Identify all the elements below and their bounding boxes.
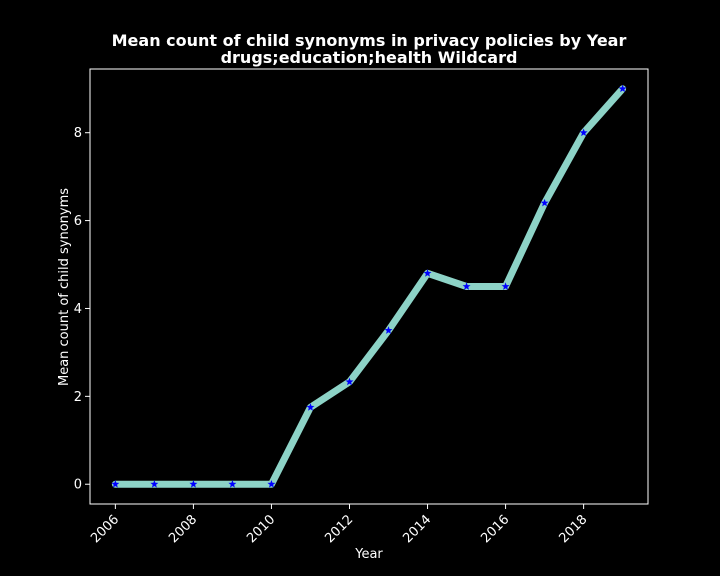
- y-tick-label: 4: [74, 302, 82, 317]
- series-line: [111, 85, 627, 488]
- data-point-2007: [150, 480, 159, 488]
- data-point-2013: [384, 326, 393, 334]
- data-point-2017: [540, 198, 549, 207]
- data-point-2019: [618, 84, 627, 93]
- y-tick-label: 2: [74, 390, 82, 405]
- data-point-2015: [462, 282, 471, 290]
- data-point-2010: [267, 480, 276, 488]
- data-point-2011: [306, 403, 315, 411]
- y-axis: 0 2 4 6 8: [74, 126, 90, 493]
- data-point-2008: [189, 480, 198, 488]
- data-point-2016: [501, 282, 510, 290]
- y-axis-label: Mean count of child synonyms: [57, 188, 72, 386]
- series-layer: [111, 84, 627, 488]
- x-axis-label: Year: [354, 547, 383, 562]
- data-point-2014: [423, 269, 432, 277]
- y-tick-label: 6: [74, 214, 82, 229]
- plot-frame: [89, 68, 649, 505]
- data-point-2018: [579, 128, 588, 137]
- chart-title-line-2: drugs;education;health Wildcard: [221, 48, 518, 67]
- y-tick-label: 8: [74, 126, 82, 141]
- data-point-2009: [228, 480, 237, 488]
- data-point-2012: [345, 377, 354, 386]
- data-point-2006: [111, 480, 120, 488]
- y-tick-label: 0: [74, 478, 82, 493]
- chart-title-line-1: Mean count of child synonyms in privacy …: [112, 31, 627, 50]
